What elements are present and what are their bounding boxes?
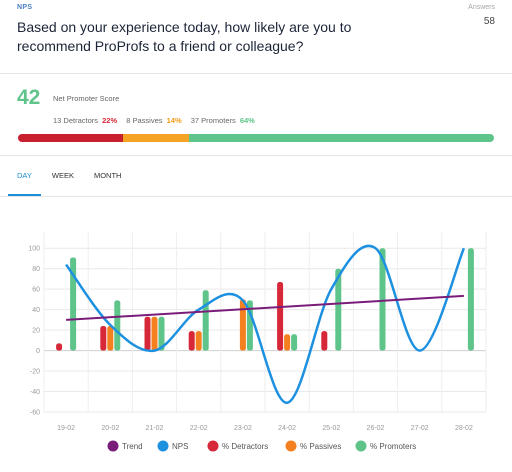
bar-promoters	[379, 248, 386, 351]
trend-line	[66, 294, 464, 321]
y-tick-label: 20	[32, 328, 40, 335]
bar-promoters	[467, 248, 474, 351]
legend-marker	[157, 440, 169, 452]
detractors-segment	[18, 134, 123, 142]
x-tick-label: 21-02	[146, 425, 164, 432]
divider	[0, 155, 512, 156]
bar-detractors	[144, 316, 151, 351]
question-header: NPS Based on your experience today, how …	[0, 0, 512, 73]
legend-label[interactable]: NPS	[172, 442, 188, 451]
bar-passives	[151, 316, 158, 351]
question-text: Based on your experience today, how like…	[17, 19, 352, 54]
bar-passives	[239, 299, 246, 351]
y-tick-label: -40	[30, 389, 40, 396]
x-tick-label: 28-02	[455, 425, 473, 432]
x-tick-label: 27-02	[411, 425, 429, 432]
bar-passives	[195, 331, 202, 351]
legend-label[interactable]: % Passives	[300, 442, 341, 451]
bar-promoters	[114, 300, 121, 351]
passives-segment	[122, 134, 190, 142]
divider	[0, 196, 512, 197]
bar-promoters	[70, 257, 77, 351]
x-tick-label: 19-02	[57, 425, 75, 432]
x-tick-label: 24-02	[278, 425, 296, 432]
legend-label[interactable]: % Promoters	[370, 442, 416, 451]
bar-detractors	[188, 331, 195, 351]
bar-detractors	[321, 331, 328, 351]
nps-score: 42	[17, 86, 41, 109]
bar-promoters	[202, 290, 209, 351]
bar-passives	[107, 326, 114, 351]
y-tick-label: 100	[28, 246, 40, 253]
legend-marker	[285, 440, 297, 452]
y-tick-label: -60	[30, 410, 40, 417]
nps-score-label: Net Promoter Score	[53, 94, 120, 103]
y-tick-label: -20	[30, 369, 40, 376]
bar-detractors	[277, 282, 284, 351]
x-tick-label: 26-02	[367, 425, 385, 432]
passives-percent: 14%	[166, 116, 182, 125]
legend-marker	[207, 440, 219, 452]
legend-marker	[107, 440, 119, 452]
question-type-label: NPS	[17, 4, 33, 11]
bar-promoters	[158, 316, 165, 351]
tab-week[interactable]: WEEK	[51, 171, 74, 180]
x-tick-label: 22-02	[190, 425, 208, 432]
bar-detractors	[56, 343, 63, 351]
detractors-percent: 22%	[102, 116, 118, 125]
y-tick-label: 0	[36, 348, 40, 355]
tab-day[interactable]: DAY	[8, 168, 41, 196]
answers-label: Answers	[468, 4, 495, 11]
promoters-segment	[189, 134, 494, 142]
x-tick-label: 20-02	[101, 425, 119, 432]
divider	[0, 73, 512, 74]
bar-promoters	[335, 268, 342, 351]
promoters-count: 37 Promoters	[190, 116, 236, 125]
promoters-percent: 64%	[239, 116, 255, 125]
tab-month[interactable]: MONTH	[93, 171, 122, 180]
nps-line	[65, 244, 466, 405]
passives-count: 8 Passives	[126, 116, 163, 125]
x-tick-label: 23-02	[234, 425, 252, 432]
detractors-count: 13 Detractors	[53, 116, 99, 125]
bar-passives	[284, 334, 291, 351]
bar-promoters	[291, 334, 298, 351]
y-tick-label: 60	[32, 287, 40, 294]
nps-breakdown: 13 Detractors 22% 8 Passives 14% 37 Prom…	[53, 116, 257, 125]
legend-marker	[355, 440, 367, 452]
bar-detractors	[100, 326, 107, 351]
answers-count: 58	[483, 16, 495, 27]
period-tabs: DAY WEEK MONTH	[8, 168, 141, 196]
legend-label[interactable]: % Detractors	[222, 442, 268, 451]
bar-promoters	[246, 300, 253, 351]
nps-distribution-bar	[18, 134, 494, 142]
legend-label[interactable]: Trend	[122, 442, 143, 451]
nps-trend-chart: -60 -40 -20 0 20 40 60 80 100 19-02 20-02 21-02 22-…	[28, 232, 487, 452]
y-tick-label: 40	[32, 307, 40, 314]
y-tick-label: 80	[32, 266, 40, 273]
x-tick-label: 25-02	[322, 425, 340, 432]
